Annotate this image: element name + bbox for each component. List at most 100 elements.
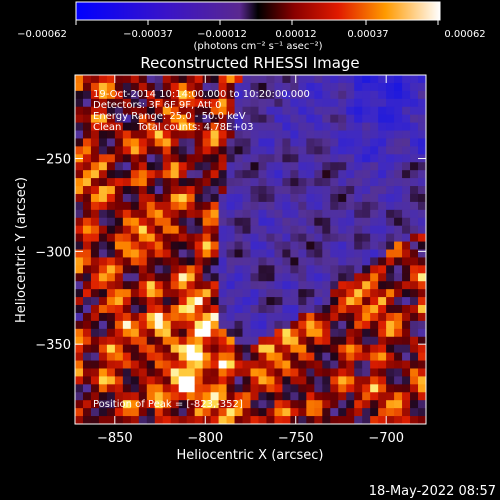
heatmap-cell — [114, 336, 124, 346]
heatmap-cell — [386, 344, 395, 354]
heatmap-cell — [194, 257, 204, 266]
heatmap-cell — [370, 154, 379, 163]
heatmap-cell — [370, 217, 379, 227]
heatmap-cell — [322, 336, 331, 346]
heatmap-cell — [170, 336, 180, 346]
heatmap-cell — [130, 281, 140, 290]
heatmap-cell — [218, 297, 227, 306]
heatmap-cell — [346, 376, 355, 385]
heatmap-cell — [98, 289, 108, 298]
heatmap-cell — [418, 122, 426, 131]
heatmap-cell — [98, 265, 108, 274]
heatmap-cell — [194, 320, 204, 330]
heatmap-cell — [298, 320, 307, 330]
heatmap-cell — [242, 376, 251, 385]
heatmap-cell — [90, 400, 100, 409]
heatmap-cell — [306, 98, 315, 108]
heatmap-cell — [314, 225, 323, 235]
heatmap-cell — [314, 416, 323, 424]
heatmap-cell — [154, 328, 164, 338]
heatmap-cell — [402, 408, 411, 417]
heatmap-cell — [234, 114, 243, 123]
heatmap-cell — [370, 400, 379, 409]
heatmap-cell — [322, 360, 331, 369]
heatmap-cell — [114, 376, 124, 385]
heatmap-cell — [410, 154, 419, 163]
heatmap-cell — [98, 257, 108, 266]
heatmap-cell — [170, 162, 180, 171]
heatmap-cell — [418, 249, 426, 258]
heatmap-cell — [418, 360, 426, 369]
heatmap-cell — [82, 233, 92, 242]
heatmap-cell — [162, 209, 172, 219]
heatmap-cell — [218, 400, 227, 409]
heatmap-cell — [394, 225, 403, 235]
heatmap-cell — [194, 297, 204, 306]
heatmap-cell — [354, 178, 363, 187]
heatmap-cell — [354, 170, 363, 179]
heatmap-cell — [386, 82, 395, 92]
heatmap-cell — [114, 312, 124, 322]
heatmap-cell — [362, 122, 371, 131]
heatmap-cell — [234, 82, 243, 92]
heatmap-cell — [146, 344, 156, 354]
heatmap-cell — [82, 130, 92, 139]
heatmap-cell — [146, 312, 156, 322]
heatmap-cell — [82, 170, 92, 179]
heatmap-cell — [250, 75, 259, 84]
heatmap-cell — [354, 209, 363, 219]
heatmap-cell — [75, 186, 84, 195]
heatmap-cell — [346, 368, 355, 377]
heatmap-cell — [122, 225, 132, 235]
colorbar-tick-label: 0.00062 — [444, 29, 485, 40]
heatmap-cell — [210, 98, 219, 108]
heatmap-cell — [266, 289, 275, 298]
heatmap-cell — [170, 320, 180, 330]
heatmap-cell — [75, 312, 84, 322]
heatmap-cell — [90, 162, 100, 171]
heatmap-cell — [306, 344, 315, 354]
heatmap-cell — [75, 392, 84, 401]
heatmap-cell — [242, 312, 251, 322]
heatmap-cell — [274, 178, 283, 187]
heatmap-cell — [250, 408, 259, 417]
heatmap-cell — [266, 408, 275, 417]
heatmap-cell — [330, 146, 339, 155]
heatmap-cell — [194, 130, 204, 139]
heatmap-cell — [274, 122, 283, 131]
heatmap-cell — [98, 305, 108, 314]
heatmap-cell — [210, 320, 219, 330]
heatmap-cell — [338, 344, 347, 354]
heatmap-cell — [362, 297, 371, 306]
heatmap-cell — [378, 352, 387, 361]
heatmap-cell — [82, 178, 92, 187]
heatmap-cell — [98, 416, 108, 424]
heatmap-cell — [130, 265, 140, 274]
heatmap-cell — [242, 233, 251, 242]
heatmap-cell — [418, 225, 426, 235]
heatmap-cell — [82, 98, 92, 108]
heatmap-cell — [386, 98, 395, 108]
heatmap-cell — [418, 146, 426, 155]
x-tick-label: −750 — [278, 431, 314, 446]
heatmap-cell — [370, 225, 379, 235]
heatmap-cell — [266, 201, 275, 211]
heatmap-cell — [410, 344, 419, 354]
heatmap-cell — [178, 122, 188, 131]
heatmap-cell — [418, 114, 426, 123]
heatmap-cell — [258, 217, 267, 227]
heatmap-cell — [298, 106, 307, 116]
heatmap-cell — [394, 265, 403, 274]
heatmap-cell — [330, 384, 339, 393]
heatmap-cell — [90, 170, 100, 179]
heatmap-cell — [362, 352, 371, 361]
heatmap-cell — [242, 265, 251, 274]
heatmap-cell — [130, 225, 140, 235]
heatmap-cell — [178, 384, 188, 393]
heatmap-cell — [394, 217, 403, 227]
heatmap-cell — [290, 193, 299, 203]
heatmap-cell — [122, 384, 132, 393]
heatmap-cell — [114, 217, 124, 227]
heatmap-cell — [138, 201, 148, 211]
